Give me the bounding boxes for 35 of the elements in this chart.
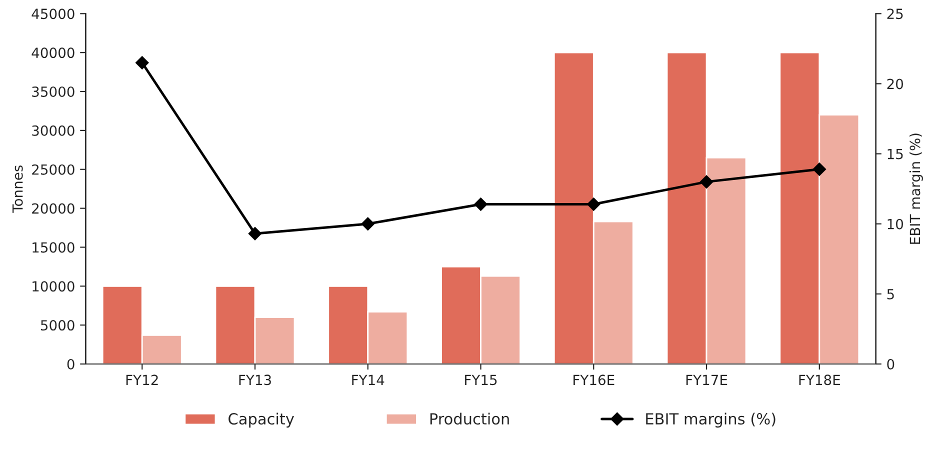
y2-tick-label: 25 (887, 8, 903, 20)
y-tick-label: 25000 (32, 164, 74, 175)
point (700, 175, 714, 188)
x-tick-label: FY13 (239, 374, 271, 386)
y-tick-label: 40000 (32, 48, 74, 58)
x-tick-label: FY17E (686, 374, 728, 385)
y2-tick-label: 5 (887, 289, 894, 300)
legend-label: EBIT margins (%) (646, 412, 776, 428)
legend-label: Production (430, 412, 509, 425)
y2-tick-label: 0 (887, 358, 894, 370)
point (812, 162, 826, 176)
y-tick-label: 45000 (32, 8, 74, 20)
y2-tick-label: 10 (888, 218, 904, 230)
point (136, 56, 149, 70)
y-tick-label: 20000 (32, 203, 74, 214)
y-tick-label: 5000 (40, 320, 74, 331)
y-tick-label: 30000 (32, 125, 74, 136)
point (361, 217, 374, 230)
y2-tick-label: 15 (888, 148, 903, 160)
y-tick-label: 15000 (32, 242, 74, 253)
point (474, 198, 488, 211)
point (587, 198, 600, 211)
y-axis-title: Tonnes (12, 166, 23, 213)
y2-tick-label: 20 (887, 78, 904, 90)
y2-axis-title: EBIT margin (%) (909, 134, 923, 244)
y-tick-label: 0 (67, 358, 74, 370)
x-tick-label: FY15 (465, 374, 497, 386)
legend-label: Capacity (228, 412, 294, 428)
y-tick-label: 10000 (32, 281, 74, 292)
x-tick-label: FY18E (799, 374, 840, 386)
y-tick-label: 35000 (32, 86, 74, 97)
x-tick-label: FY16E (574, 374, 614, 386)
x-tick-label: FY12 (126, 374, 158, 385)
point (248, 227, 262, 240)
x-tick-label: FY14 (352, 374, 384, 385)
